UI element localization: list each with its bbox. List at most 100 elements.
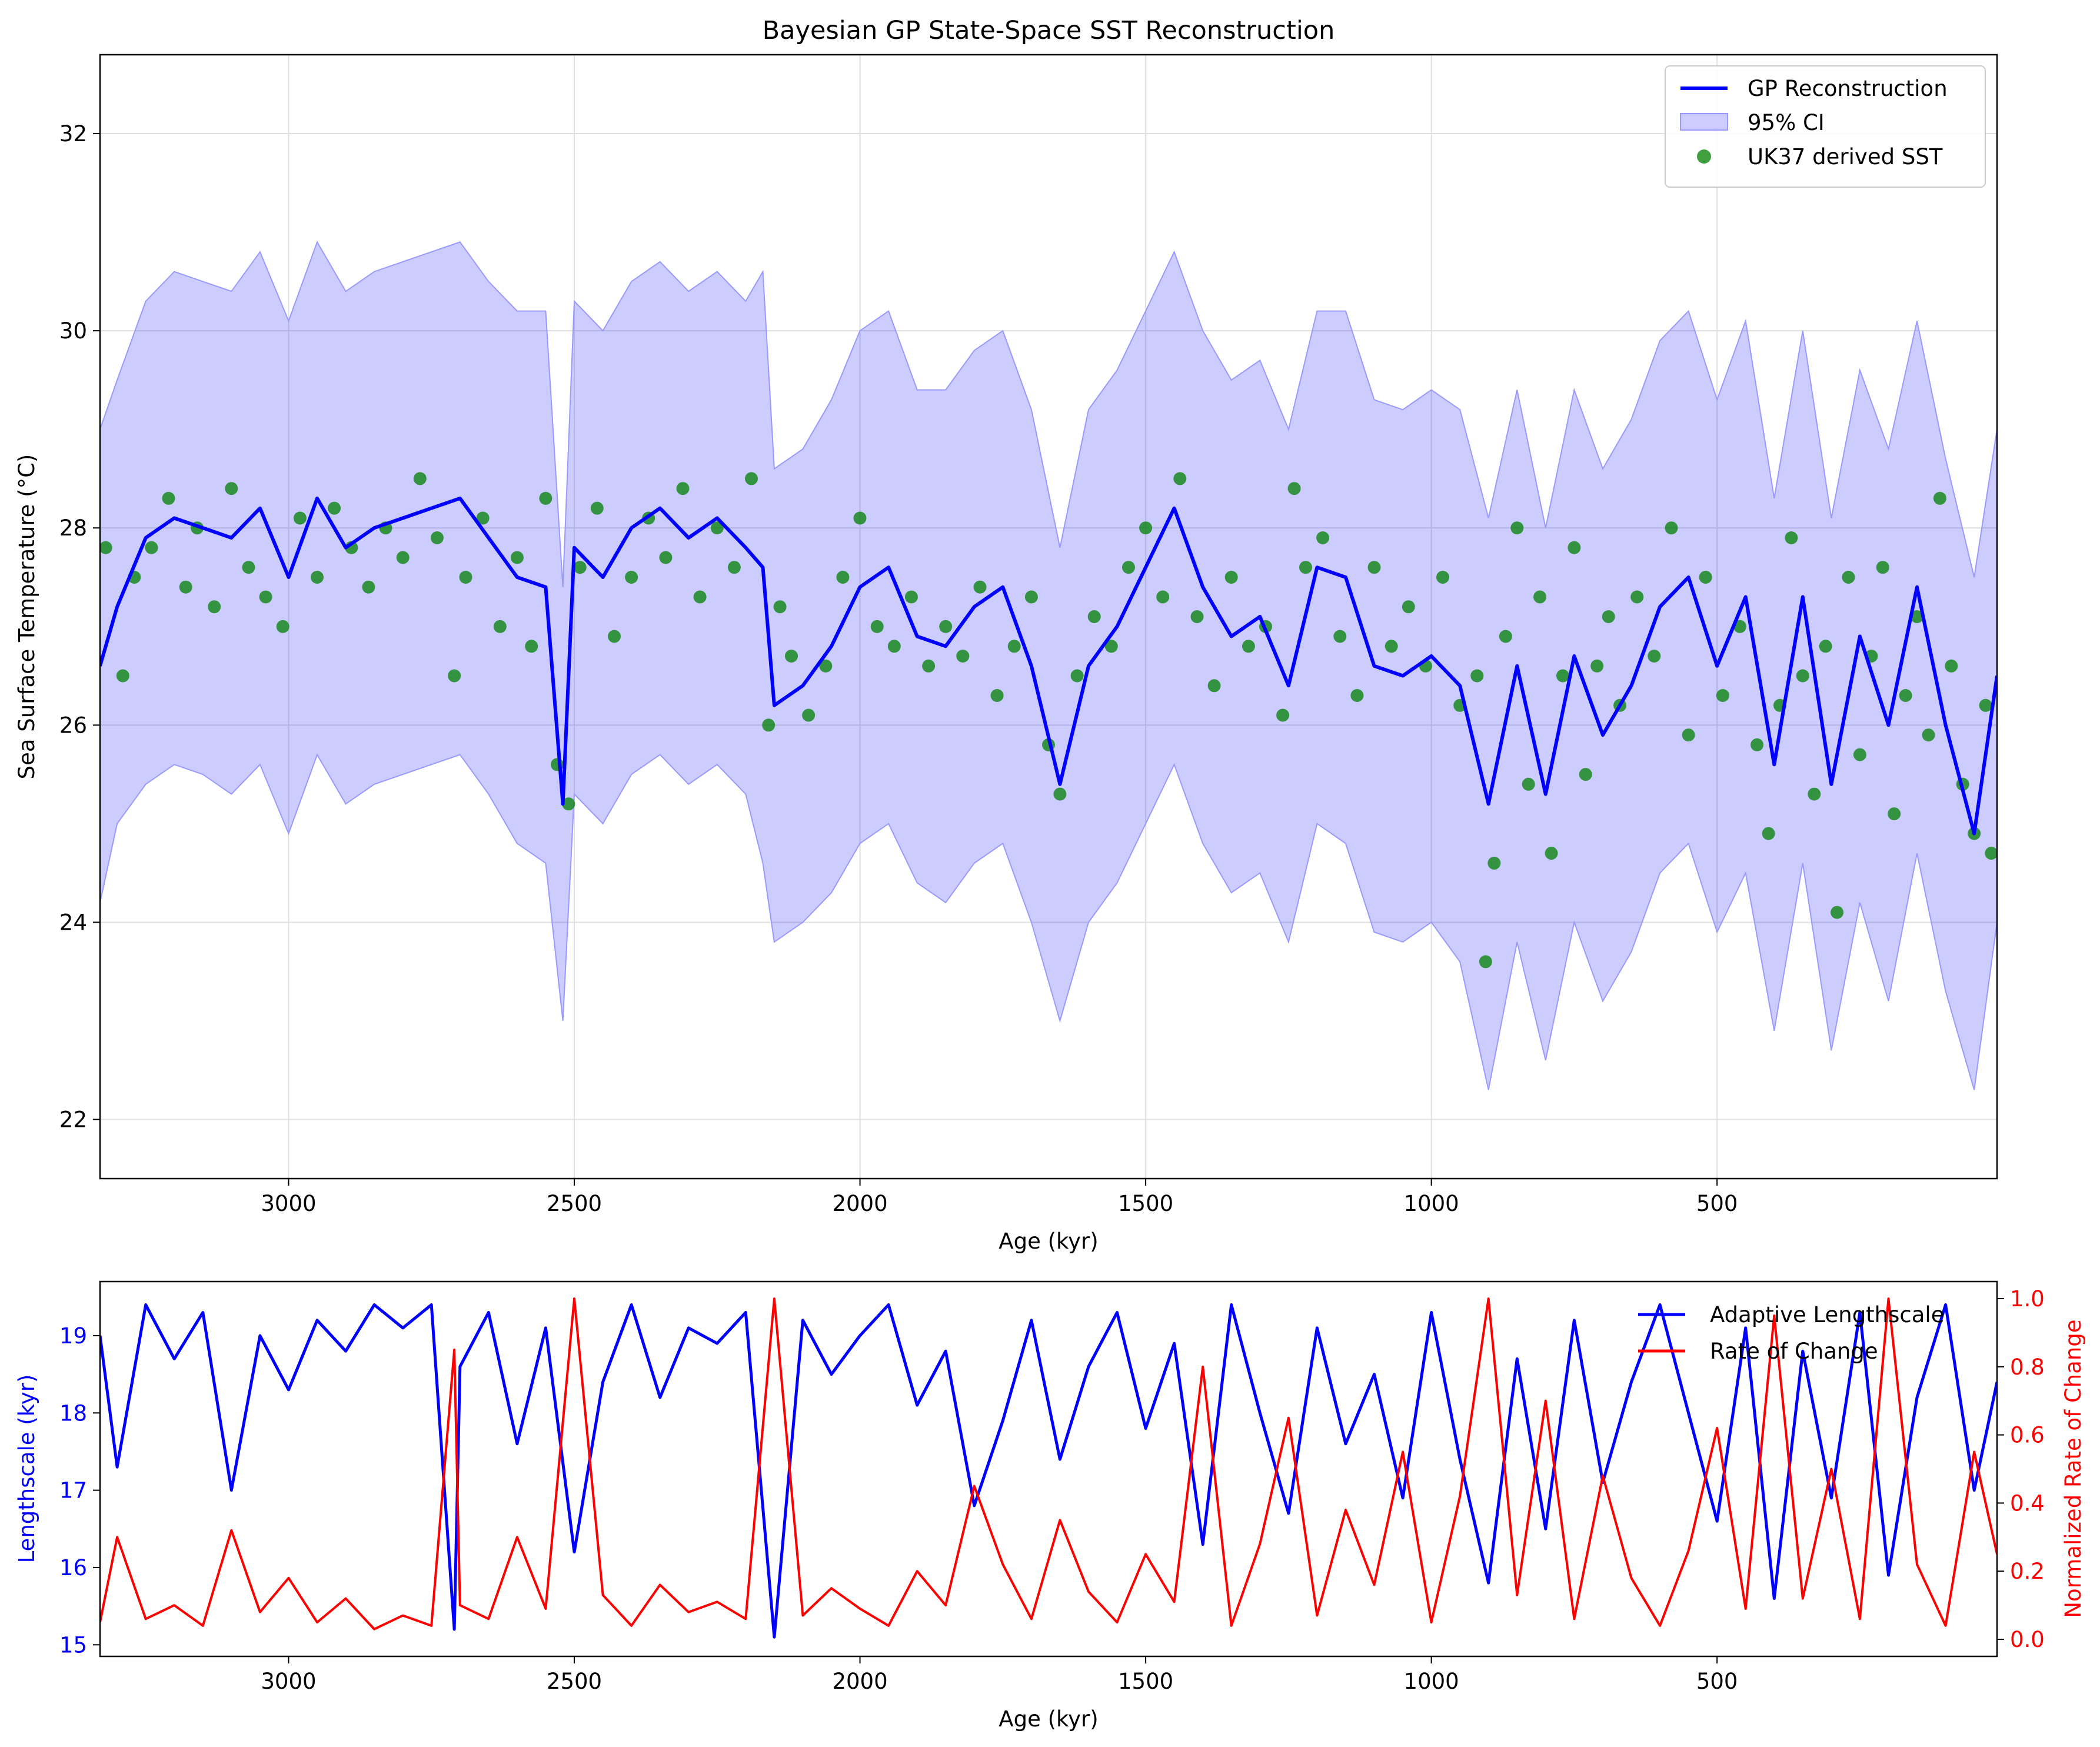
legend-uk37-label: UK37 derived SST [1748,144,1943,169]
uk37-point [887,640,901,653]
uk37-point [590,501,604,515]
lengthscale-line-layer [100,1303,1997,1639]
uk37-point [1499,630,1512,643]
bottom-x-tick-label: 2500 [547,1669,602,1694]
legend-ci-swatch [1680,113,1728,131]
uk37-point [853,511,867,525]
uk37-point [1316,531,1330,544]
uk37-point [413,472,427,485]
uk37-point [1630,590,1644,604]
uk37-point [973,580,987,594]
uk37-point [1122,561,1135,574]
uk37-scatter-layer [100,472,1997,969]
uk37-point [476,511,490,525]
adaptive-lengthscale-line [100,1303,1997,1639]
bottom-right-y-ticks: 0.0 0.2 0.4 0.6 0.8 1.0 [1997,1286,2045,1652]
uk37-point [990,689,1004,702]
bottom-x-axis-label: Age (kyr) [999,1706,1098,1732]
uk37-point [773,600,787,614]
uk37-point [1985,847,1997,860]
top-x-tick-label: 1500 [1118,1191,1173,1216]
bottom-left-y-axis-label: Lengthscale (kyr) [14,1375,39,1563]
uk37-point [1853,748,1866,761]
uk37-point [870,620,884,633]
uk37-point [510,551,524,564]
uk37-point [1207,679,1221,693]
bottom-y2-tick-label: 0.8 [2010,1355,2045,1380]
uk37-point [1796,669,1809,683]
top-grid [100,55,1997,1179]
top-x-tick-label: 3000 [261,1191,316,1216]
bottom-y-tick-label: 16 [59,1555,87,1580]
uk37-point [1808,787,1821,801]
uk37-point [904,590,918,604]
uk37-point [242,561,255,574]
top-y-axis-label: Sea Surface Temperature (°C) [14,454,39,780]
uk37-point [1888,807,1901,821]
ci-band [100,240,1997,1090]
uk37-point [625,571,638,584]
top-y-tick-label: 22 [59,1107,87,1132]
uk37-point [762,718,776,732]
uk37-point [1053,787,1067,801]
uk37-point [276,620,289,633]
uk37-point [396,551,410,564]
uk37-point [1979,698,1992,712]
top-x-tick-label: 500 [1696,1191,1738,1216]
uk37-point [1522,777,1535,791]
bottom-x-tick-label: 2000 [832,1669,887,1694]
uk37-point [525,640,538,653]
top-x-tick-label: 2500 [547,1191,602,1216]
uk37-point [1819,640,1832,653]
uk37-point [710,521,724,535]
uk37-point [311,571,324,584]
uk37-point [362,580,375,594]
top-chart-title: Bayesian GP State-Space SST Reconstructi… [763,16,1335,45]
uk37-point [1242,640,1255,653]
bottom-y-tick-label: 17 [59,1478,87,1503]
bottom-legend: Adaptive Lengthscale Rate of Change [1638,1302,1944,1364]
bottom-x-tick-label: 1000 [1404,1669,1459,1694]
uk37-point [1945,659,1958,673]
uk37-point [693,590,707,604]
top-x-tick-label: 2000 [832,1191,887,1216]
uk37-point [1190,610,1204,623]
uk37-point [1139,521,1153,535]
uk37-point [836,571,850,584]
uk37-point [539,491,553,505]
uk37-point [1699,571,1712,584]
uk37-point [1436,571,1449,584]
uk37-point [225,482,238,495]
uk37-point [802,708,816,722]
uk37-point [1785,531,1798,544]
uk37-point [659,551,673,564]
bottom-y2-tick-label: 0.0 [2010,1627,2045,1652]
gp-reconstruction-line [100,496,1997,836]
uk37-point [1479,955,1492,969]
top-y-tick-label: 32 [59,121,87,147]
top-axes-frame [99,54,1998,1180]
uk37-point [562,797,575,811]
uk37-point [1487,856,1501,870]
uk37-point [676,482,690,495]
uk37-point [573,561,587,574]
uk37-point [1545,847,1558,860]
bottom-y-tick-label: 18 [59,1400,87,1426]
uk37-point [1933,491,1946,505]
uk37-point [1224,571,1238,584]
uk37-point [819,659,833,673]
uk37-point [1911,610,1923,623]
uk37-point [1899,689,1912,702]
bottom-y2-tick-label: 0.4 [2010,1490,2045,1516]
uk37-point [116,669,129,683]
uk37-point [1070,669,1084,683]
uk37-point [459,571,472,584]
uk37-point [1350,689,1364,702]
uk37-point [162,491,175,505]
uk37-point [1385,640,1398,653]
legend-uk37-swatch [1697,149,1711,164]
top-y-ticks: 22 24 26 28 30 32 [59,121,100,1132]
uk37-point [1567,541,1581,554]
